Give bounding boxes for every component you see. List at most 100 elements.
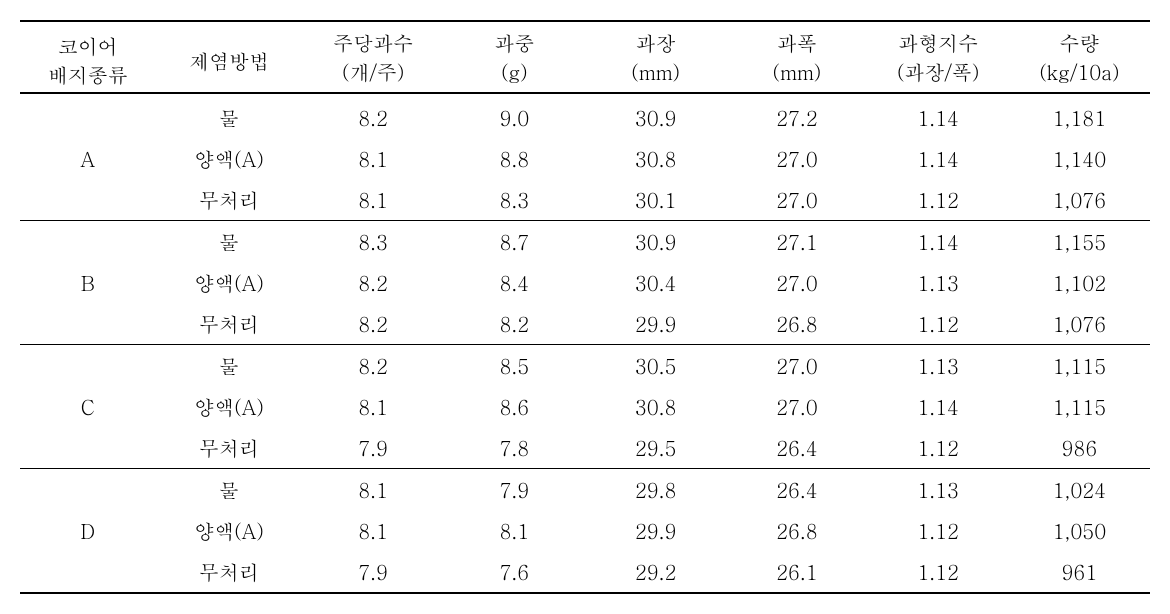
table-row: A물8.29.030.927.21.141,181 bbox=[20, 97, 1150, 138]
header-col5-unit: (mm) bbox=[585, 57, 726, 93]
value-cell: 30.5 bbox=[585, 345, 726, 387]
method-cell: 무처리 bbox=[156, 427, 303, 469]
value-cell: 8.1 bbox=[444, 510, 585, 551]
method-cell: 양액(A) bbox=[156, 510, 303, 551]
table-header: 코이어 배지종류 제염방법 주당과수 과중 과장 과폭 과형지수 수량 (개/주… bbox=[20, 21, 1150, 94]
value-cell: 27.0 bbox=[726, 179, 867, 221]
value-cell: 26.4 bbox=[726, 427, 867, 469]
method-cell: 물 bbox=[156, 97, 303, 138]
value-cell: 7.9 bbox=[444, 469, 585, 511]
value-cell: 1,024 bbox=[1009, 469, 1150, 511]
value-cell: 26.8 bbox=[726, 510, 867, 551]
value-cell: 1.14 bbox=[867, 97, 1008, 138]
value-cell: 29.2 bbox=[585, 551, 726, 593]
value-cell: 8.1 bbox=[302, 510, 443, 551]
value-cell: 8.2 bbox=[302, 262, 443, 303]
value-cell: 8.6 bbox=[444, 386, 585, 427]
value-cell: 30.9 bbox=[585, 221, 726, 263]
value-cell: 7.6 bbox=[444, 551, 585, 593]
value-cell: 1,050 bbox=[1009, 510, 1150, 551]
table-row: 양액(A)8.18.129.926.81.121,050 bbox=[20, 510, 1150, 551]
header-col6-label: 과폭 bbox=[726, 21, 867, 57]
method-cell: 물 bbox=[156, 469, 303, 511]
value-cell: 7.8 bbox=[444, 427, 585, 469]
group-label: A bbox=[20, 97, 156, 221]
value-cell: 1.13 bbox=[867, 345, 1008, 387]
value-cell: 1,076 bbox=[1009, 303, 1150, 345]
table-row: 무처리7.97.629.226.11.12961 bbox=[20, 551, 1150, 593]
value-cell: 30.1 bbox=[585, 179, 726, 221]
value-cell: 27.0 bbox=[726, 386, 867, 427]
value-cell: 1,115 bbox=[1009, 386, 1150, 427]
value-cell: 8.2 bbox=[302, 97, 443, 138]
value-cell: 30.8 bbox=[585, 138, 726, 179]
value-cell: 27.0 bbox=[726, 138, 867, 179]
method-cell: 무처리 bbox=[156, 179, 303, 221]
value-cell: 1.14 bbox=[867, 386, 1008, 427]
value-cell: 7.9 bbox=[302, 427, 443, 469]
data-table: 코이어 배지종류 제염방법 주당과수 과중 과장 과폭 과형지수 수량 (개/주… bbox=[20, 20, 1150, 594]
header-col6-unit: (mm) bbox=[726, 57, 867, 93]
header-col1: 코이어 배지종류 bbox=[20, 21, 156, 93]
header-col8-unit: (kg/10a) bbox=[1009, 57, 1150, 93]
table-row: 양액(A)8.28.430.427.01.131,102 bbox=[20, 262, 1150, 303]
value-cell: 8.4 bbox=[444, 262, 585, 303]
value-cell: 1,181 bbox=[1009, 97, 1150, 138]
value-cell: 8.3 bbox=[302, 221, 443, 263]
value-cell: 30.9 bbox=[585, 97, 726, 138]
group-label: B bbox=[20, 221, 156, 345]
header-col4-unit: (g) bbox=[444, 57, 585, 93]
value-cell: 1.12 bbox=[867, 303, 1008, 345]
method-cell: 무처리 bbox=[156, 303, 303, 345]
value-cell: 1.12 bbox=[867, 510, 1008, 551]
value-cell: 1,115 bbox=[1009, 345, 1150, 387]
method-cell: 양액(A) bbox=[156, 262, 303, 303]
value-cell: 26.8 bbox=[726, 303, 867, 345]
header-col3-unit: (개/주) bbox=[302, 57, 443, 93]
value-cell: 1.12 bbox=[867, 551, 1008, 593]
value-cell: 8.8 bbox=[444, 138, 585, 179]
header-col7-unit: (과장/폭) bbox=[867, 57, 1008, 93]
table-row: 무처리7.97.829.526.41.12986 bbox=[20, 427, 1150, 469]
group-label: D bbox=[20, 469, 156, 594]
value-cell: 27.1 bbox=[726, 221, 867, 263]
value-cell: 27.0 bbox=[726, 262, 867, 303]
table-row: D물8.17.929.826.41.131,024 bbox=[20, 469, 1150, 511]
value-cell: 29.9 bbox=[585, 303, 726, 345]
value-cell: 26.4 bbox=[726, 469, 867, 511]
value-cell: 1.12 bbox=[867, 427, 1008, 469]
table-row: 양액(A)8.18.630.827.01.141,115 bbox=[20, 386, 1150, 427]
table-row: B물8.38.730.927.11.141,155 bbox=[20, 221, 1150, 263]
method-cell: 양액(A) bbox=[156, 138, 303, 179]
value-cell: 30.4 bbox=[585, 262, 726, 303]
table-row: 양액(A)8.18.830.827.01.141,140 bbox=[20, 138, 1150, 179]
value-cell: 1.12 bbox=[867, 179, 1008, 221]
value-cell: 961 bbox=[1009, 551, 1150, 593]
value-cell: 26.1 bbox=[726, 551, 867, 593]
value-cell: 7.9 bbox=[302, 551, 443, 593]
value-cell: 29.9 bbox=[585, 510, 726, 551]
table-row: 무처리8.28.229.926.81.121,076 bbox=[20, 303, 1150, 345]
header-col1-line2: 배지종류 bbox=[48, 60, 128, 89]
value-cell: 1.13 bbox=[867, 469, 1008, 511]
value-cell: 1,140 bbox=[1009, 138, 1150, 179]
value-cell: 8.7 bbox=[444, 221, 585, 263]
header-col5-label: 과장 bbox=[585, 21, 726, 57]
value-cell: 8.2 bbox=[302, 345, 443, 387]
table-row: C물8.28.530.527.01.131,115 bbox=[20, 345, 1150, 387]
value-cell: 8.2 bbox=[302, 303, 443, 345]
value-cell: 8.1 bbox=[302, 469, 443, 511]
value-cell: 1,102 bbox=[1009, 262, 1150, 303]
value-cell: 30.8 bbox=[585, 386, 726, 427]
method-cell: 양액(A) bbox=[156, 386, 303, 427]
value-cell: 8.1 bbox=[302, 179, 443, 221]
value-cell: 29.5 bbox=[585, 427, 726, 469]
value-cell: 8.1 bbox=[302, 138, 443, 179]
header-col8-label: 수량 bbox=[1009, 21, 1150, 57]
value-cell: 1.14 bbox=[867, 221, 1008, 263]
value-cell: 8.2 bbox=[444, 303, 585, 345]
value-cell: 27.0 bbox=[726, 345, 867, 387]
table-body: A물8.29.030.927.21.141,181양액(A)8.18.830.8… bbox=[20, 94, 1150, 594]
header-col4-label: 과중 bbox=[444, 21, 585, 57]
value-cell: 1.13 bbox=[867, 262, 1008, 303]
